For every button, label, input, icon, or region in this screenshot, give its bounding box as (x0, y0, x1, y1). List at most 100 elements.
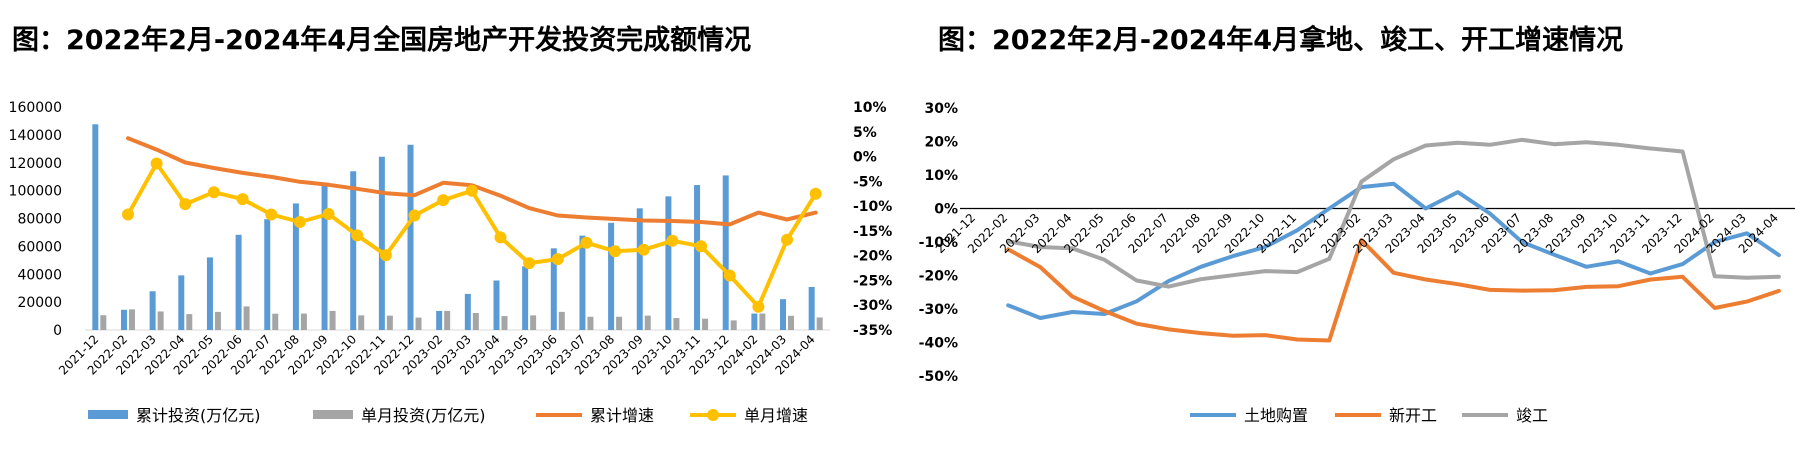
legend-label-monthly-growth: 单月增速 (744, 406, 808, 425)
cumulative-investment-bar (292, 203, 299, 330)
right-chart-y-tick-label: 10% (924, 168, 958, 184)
right-chart-y-tick-label: -30% (919, 302, 958, 318)
left-y-tick-label: 160000 (9, 100, 62, 116)
monthly-growth-marker (293, 215, 306, 228)
monthly-investment-bar (530, 315, 537, 330)
cumulative-investment-bar (636, 208, 643, 330)
monthly-investment-bar (329, 310, 336, 330)
cumulative-investment-bar (120, 309, 127, 330)
right-y-tick-label: -35% (853, 323, 892, 339)
cumulative-investment-bar (92, 124, 99, 330)
monthly-investment-bar (243, 306, 250, 330)
monthly-investment-bar (272, 313, 279, 330)
cumulative-investment-bar (407, 144, 414, 330)
cumulative-investment-bar (780, 299, 787, 330)
cumulative-investment-bar (665, 196, 672, 330)
cumulative-growth-line (126, 136, 818, 227)
monthly-growth-marker (379, 249, 392, 262)
right-chart-y-tick-label: -50% (919, 369, 958, 385)
right-chart-y-tick-label: 20% (924, 135, 958, 151)
monthly-growth-marker (465, 184, 478, 197)
legend-label-new-construction: 新开工 (1389, 406, 1437, 425)
legend-label-completion: 竣工 (1516, 406, 1548, 425)
legend-label-cumulative-investment: 累计投资(万亿元) (136, 406, 261, 425)
left-y-tick-label: 140000 (9, 128, 62, 144)
monthly-investment-bar (788, 315, 795, 330)
cumulative-investment-bar (206, 257, 213, 330)
monthly-growth-marker (666, 234, 679, 247)
monthly-growth-marker (809, 187, 822, 200)
legend-swatch-cumulative-investment (88, 410, 128, 419)
monthly-growth-marker (322, 208, 335, 221)
monthly-growth-marker (351, 229, 364, 242)
right-y-tick-label: -5% (853, 174, 883, 190)
cumulative-investment-bar (522, 266, 529, 330)
cumulative-investment-bar (550, 248, 557, 330)
cumulative-investment-bar (149, 291, 156, 330)
cumulative-investment-bar (694, 185, 701, 330)
monthly-growth-marker (637, 243, 650, 256)
left-y-tick-label: 20000 (17, 295, 62, 311)
monthly-investment-bar (100, 315, 107, 330)
legend-label-land-purchase: 土地购置 (1244, 406, 1308, 425)
monthly-growth-marker (121, 208, 134, 221)
monthly-investment-bar (816, 317, 823, 330)
cumulative-investment-bar (808, 286, 815, 330)
monthly-investment-bar (415, 317, 422, 330)
legend-marker-monthly-growth (707, 409, 719, 421)
cumulative-investment-bar (235, 234, 242, 330)
monthly-growth-marker (265, 208, 278, 221)
monthly-growth-marker (408, 209, 421, 222)
monthly-growth-marker (236, 193, 249, 206)
left-y-tick-label: 40000 (17, 267, 62, 283)
land-purchase-line (1006, 181, 1781, 320)
right-y-tick-label: -15% (853, 224, 892, 240)
monthly-growth-marker (494, 231, 507, 244)
right-y-tick-label: -30% (853, 298, 892, 314)
legend-swatch-monthly-investment (313, 410, 353, 419)
monthly-investment-bar (386, 315, 393, 330)
monthly-investment-bar (702, 318, 709, 330)
new-construction-line (1006, 238, 1781, 343)
right-y-tick-label: -20% (853, 249, 892, 265)
left-y-tick-label: 100000 (9, 184, 62, 200)
cumulative-investment-bar (722, 175, 729, 330)
monthly-investment-bar (558, 311, 565, 330)
monthly-growth-marker (551, 253, 564, 266)
monthly-growth-marker (723, 269, 736, 282)
monthly-growth-marker (580, 236, 593, 249)
monthly-investment-bar (616, 316, 623, 330)
monthly-investment-bar (472, 312, 479, 330)
monthly-investment-bar (644, 315, 651, 330)
monthly-investment-bar (186, 314, 193, 330)
monthly-investment-bar (358, 315, 365, 330)
monthly-investment-bar (501, 316, 508, 330)
right-chart-y-tick-label: -10% (919, 235, 958, 251)
right-chart-y-tick-label: -20% (919, 269, 958, 285)
monthly-investment-bar (444, 310, 451, 330)
cumulative-investment-bar (579, 235, 586, 330)
monthly-growth-marker (752, 300, 765, 313)
right-y-tick-label: 10% (853, 100, 887, 116)
monthly-investment-bar (730, 320, 737, 330)
cumulative-investment-bar (751, 313, 758, 330)
monthly-growth-marker (695, 240, 708, 253)
left-y-tick-label: 120000 (9, 156, 62, 172)
left-chart-title: 图：2022年2月-2024年4月全国房地产开发投资完成额情况 (12, 25, 752, 56)
legend-label-cumulative-growth: 累计增速 (590, 406, 654, 425)
monthly-growth-marker (781, 233, 794, 246)
monthly-growth-marker (150, 157, 163, 170)
cumulative-investment-bar (264, 219, 271, 330)
monthly-investment-bar (300, 313, 307, 330)
right-chart-title: 图：2022年2月-2024年4月拿地、竣工、开工增速情况 (938, 25, 1624, 56)
monthly-investment-bar (587, 316, 594, 330)
left-y-tick-label: 0 (53, 323, 62, 339)
cumulative-investment-bar (493, 280, 500, 330)
cumulative-investment-bar (321, 185, 328, 330)
monthly-growth-marker (609, 245, 622, 258)
monthly-growth-marker (523, 257, 536, 270)
monthly-investment-bar (128, 309, 135, 330)
cumulative-investment-bar (350, 171, 357, 330)
right-chart-y-tick-label: 0% (934, 202, 958, 218)
